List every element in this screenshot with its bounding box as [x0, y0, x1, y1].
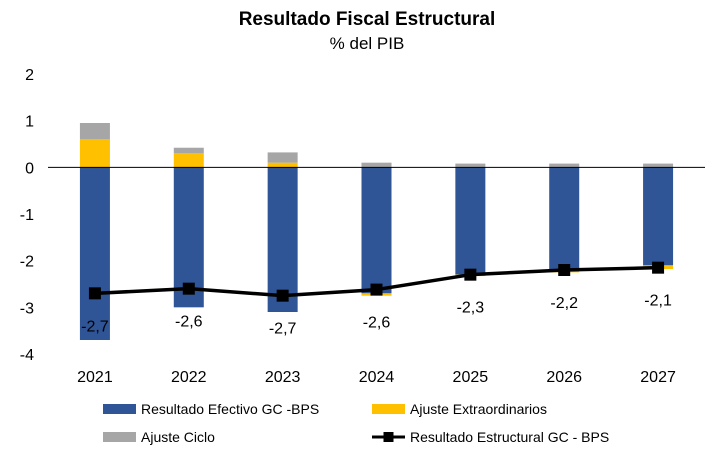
legend-label: Resultado Efectivo GC -BPS [141, 401, 319, 417]
x-tick-label-2021: 2021 [77, 369, 113, 386]
legend-label: Ajuste Extraordinarios [410, 401, 547, 417]
bar-resultado-efectivo-gc-bps-2024 [361, 167, 392, 294]
y-tick-label: -3 [20, 300, 34, 317]
bar-ajuste-extraordinarios-2022 [173, 153, 204, 168]
bar-ajuste-ciclo-2022 [173, 147, 204, 154]
bar-resultado-efectivo-gc-bps-2025 [455, 167, 486, 275]
bar-ajuste-ciclo-2024 [361, 162, 392, 168]
legend-swatch [372, 404, 405, 414]
legend-swatch [103, 404, 136, 414]
data-label-2022: -2,6 [175, 314, 203, 331]
x-tick-label-2027: 2027 [640, 369, 676, 386]
bar-ajuste-ciclo-2021 [79, 123, 110, 140]
x-tick-label-2022: 2022 [171, 369, 207, 386]
legend-label: Ajuste Ciclo [141, 429, 215, 445]
chart-title: Resultado Fiscal Estructural [239, 9, 496, 30]
line-marker-2023 [276, 289, 289, 302]
y-axis: 2 1 0 -1 -2 -3 -4 [20, 67, 34, 364]
bar-ajuste-ciclo-2026 [549, 163, 580, 168]
legend: Resultado Efectivo GC -BPS Ajuste Extraor… [103, 401, 609, 445]
data-label-2025: -2,3 [457, 300, 485, 317]
bar-resultado-efectivo-gc-bps-2021 [79, 167, 110, 340]
x-tick-label-2023: 2023 [265, 369, 301, 386]
data-label-2027: -2,1 [644, 293, 672, 310]
x-tick-label-2026: 2026 [546, 369, 582, 386]
line-marker-2027 [652, 261, 665, 274]
x-tick-label-2024: 2024 [359, 369, 395, 386]
y-tick-label: 1 [25, 114, 34, 131]
legend-marker-swatch [383, 432, 394, 442]
bar-ajuste-extraordinarios-2023 [267, 162, 298, 168]
data-label-2026: -2,2 [550, 295, 578, 312]
y-tick-label: -1 [20, 207, 34, 224]
legend-item: Ajuste Extraordinarios [372, 401, 547, 417]
chart-subtitle: % del PIB [330, 34, 405, 53]
bar-resultado-efectivo-gc-bps-2027 [643, 167, 674, 266]
data-label-2021: -2,7 [81, 318, 109, 335]
data-label-2023: -2,7 [269, 321, 297, 338]
bar-ajuste-ciclo-2027 [643, 163, 674, 168]
line-marker-2024 [370, 283, 383, 296]
bar-ajuste-extraordinarios-2021 [79, 139, 110, 168]
y-tick-label: 0 [25, 160, 34, 177]
line-marker-2022 [182, 282, 195, 295]
line-marker-2021 [88, 287, 101, 300]
y-tick-label: -2 [20, 254, 34, 271]
x-axis: 2021 2022 2023 2024 2025 2026 2027 [77, 369, 676, 386]
x-tick-label-2025: 2025 [453, 369, 489, 386]
bar-resultado-efectivo-gc-bps-2023 [267, 167, 298, 312]
bar-resultado-efectivo-gc-bps-2026 [549, 167, 580, 270]
line-marker-2025 [464, 268, 477, 281]
line-marker-2026 [558, 264, 571, 276]
legend-item: Resultado Estructural GC - BPS [372, 429, 609, 445]
data-label-2024: -2,6 [363, 315, 391, 332]
legend-swatch [103, 432, 136, 442]
legend-item: Resultado Efectivo GC -BPS [103, 401, 319, 417]
bar-ajuste-ciclo-2023 [267, 152, 298, 163]
data-labels: -2,7 -2,6 -2,7 -2,6 -2,3 -2,2 -2,1 [81, 293, 672, 338]
structural-line [88, 261, 665, 302]
y-tick-label: -4 [20, 347, 34, 364]
y-tick-label: 2 [25, 67, 34, 84]
bars [79, 123, 674, 340]
legend-label: Resultado Estructural GC - BPS [410, 429, 609, 445]
legend-item: Ajuste Ciclo [103, 429, 215, 445]
bar-ajuste-ciclo-2025 [455, 163, 486, 168]
